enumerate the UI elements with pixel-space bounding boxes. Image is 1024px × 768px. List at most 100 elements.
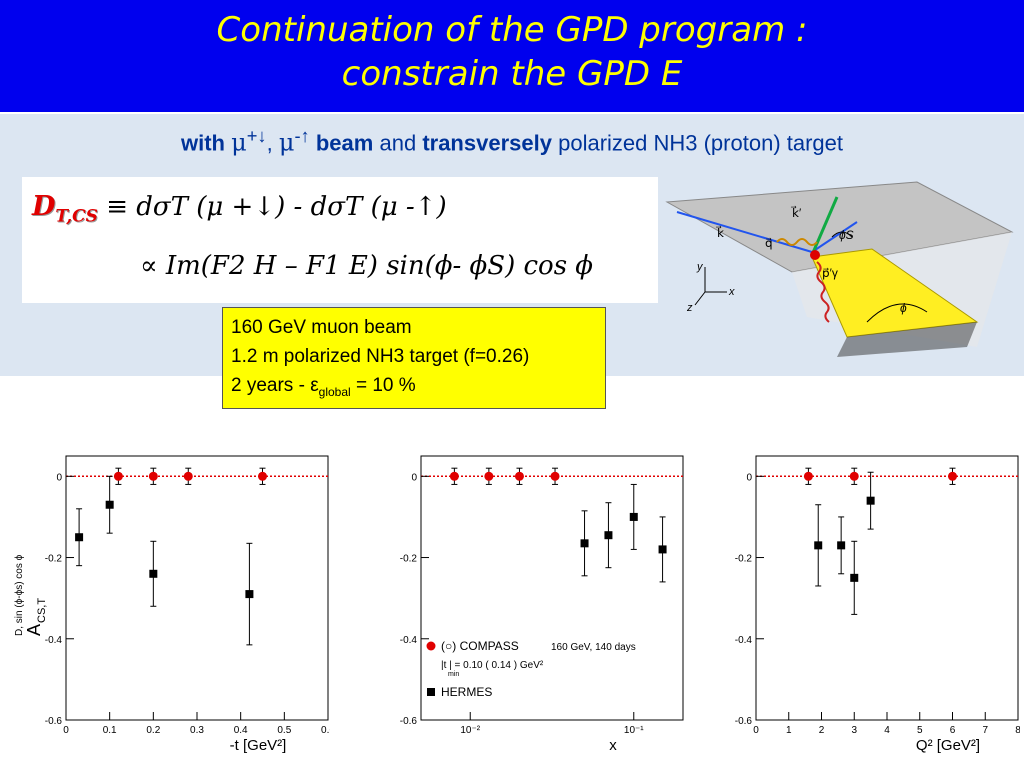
x-tick-label: 10⁻¹ — [624, 725, 644, 736]
compass-point — [948, 471, 957, 481]
y-tick-label: -0.2 — [400, 554, 418, 565]
info-line-3-sub: global — [318, 384, 351, 399]
hermes-point — [837, 541, 846, 550]
plot-frame — [755, 455, 1019, 721]
x-tick-label: 5 — [917, 725, 923, 736]
kinematics-diagram: k⃗ k⃗′ q⃗ p⃗′γ ϕS ϕ y x z — [665, 181, 1014, 357]
compass-point — [148, 471, 158, 481]
proton-vertex — [810, 250, 820, 260]
hermes-point — [245, 590, 254, 599]
hermes-point — [850, 573, 859, 582]
y-tick-label: -0.4 — [735, 635, 753, 646]
x-axis-label: Q² [GeV²] — [916, 737, 980, 754]
compass-point — [183, 471, 193, 481]
hermes-point — [580, 539, 589, 548]
legend-hermes-marker — [427, 688, 435, 696]
mu-minus: μ — [278, 128, 295, 157]
x-tick-label: 0.6 — [321, 725, 330, 736]
axis-z-label: z — [686, 302, 693, 314]
compass-point — [514, 471, 524, 481]
x-axis-label: x — [609, 737, 617, 754]
x-tick-label: 0.4 — [234, 725, 248, 736]
info-line-3-suffix: = 10 % — [350, 375, 416, 396]
subtitle-with: with — [180, 130, 225, 156]
kprime-label: k⃗′ — [791, 205, 802, 220]
legend-tmin: |t | = 0.10 ( 0.14 ) GeV² — [441, 660, 544, 671]
compass-point — [113, 471, 123, 481]
hermes-point — [658, 545, 667, 554]
x-tick-label: 0.1 — [103, 725, 117, 736]
subtitle-rest: polarized NH3 (proton) target — [558, 130, 844, 156]
compass-point — [484, 471, 494, 481]
y-tick-label: 0 — [746, 472, 752, 483]
phi-label: ϕ — [900, 301, 907, 315]
x-axis-label: -t [GeV²] — [230, 737, 287, 754]
x-tick-label: 0 — [63, 725, 69, 736]
spin-arrow — [810, 196, 839, 256]
mu-plus: μ — [231, 128, 247, 157]
phis-label: ϕS — [839, 228, 854, 242]
x-tick-label: 8 — [1015, 725, 1020, 736]
x-tick-label: 2 — [819, 725, 825, 736]
hermes-point — [866, 496, 875, 505]
y-axis-label-group: ACS,T D, sin (ϕ-ϕs) cos ϕ — [14, 554, 48, 636]
y-tick-label: 0 — [411, 472, 417, 483]
formula-box: DT,CS ≡ dσT (μ +↓) - dσT (μ -↑) ∝ Im(F2 … — [22, 177, 658, 303]
compass-point — [849, 471, 859, 481]
mu-plus-sup: +↓ — [246, 125, 267, 146]
info-line-1: 160 GeV muon beam — [231, 317, 412, 338]
axis-y-label: y — [696, 261, 704, 273]
formula-line-2: ∝ Im(F2 H – F1 E) sin(ϕ- ϕS) cos ϕ — [140, 251, 594, 281]
x-tick-label: 0 — [753, 725, 759, 736]
legend-compass-label: (○) COMPASS — [441, 639, 519, 653]
hadron-plane-shadow — [837, 322, 977, 357]
x-tick-label: 7 — [982, 725, 988, 736]
slide-title: Continuation of the GPD program : constr… — [0, 8, 1024, 96]
info-box: 160 GeV muon beam 1.2 m polarized NH3 ta… — [222, 307, 606, 409]
hermes-point — [105, 500, 114, 509]
y-tick-label: -0.4 — [400, 635, 418, 646]
x-tick-label: 0.5 — [277, 725, 291, 736]
title-line-1: Continuation of the GPD program : — [216, 10, 808, 50]
x-tick-label: 0.2 — [146, 725, 160, 736]
y-tick-label: 0 — [56, 472, 62, 483]
subtitle-and: and — [379, 130, 417, 156]
x-tick-label: 6 — [950, 725, 956, 736]
y-tick-label: -0.6 — [735, 716, 753, 727]
info-line-3: 2 years - εglobal = 10 % — [231, 371, 597, 407]
compass-point — [803, 471, 813, 481]
phi-arc — [866, 303, 928, 323]
legend-tmin-sub: min — [448, 671, 459, 678]
formula-line-1: DT,CS ≡ dσT (μ +↓) - dσT (μ -↑) — [32, 191, 447, 226]
hermes-point — [814, 541, 823, 550]
axis-x-label: x — [728, 286, 735, 298]
y-axis-label-sub: CS,T — [36, 598, 48, 623]
hermes-point — [149, 569, 158, 578]
y-tick-label: -0.6 — [400, 716, 418, 727]
hermes-point — [75, 533, 84, 542]
formula-d-label: DT,CS — [32, 191, 98, 226]
q-label: q⃗ — [765, 236, 773, 250]
info-line-3-prefix: 2 years - ε — [231, 375, 319, 396]
compass-point — [550, 471, 560, 481]
plot-vs-t: -0.6 -0.4 -0.2 0 0 0.1 0.2 0.3 0.4 0.5 0.6 -t [GeV²… — [14, 455, 330, 754]
title-bar: Continuation of the GPD program : constr… — [0, 0, 1024, 112]
title-line-2: constrain the GPD E — [341, 54, 683, 94]
x-tick-label: 3 — [851, 725, 857, 736]
y-tick-label: -0.4 — [45, 635, 63, 646]
subtitle-beam: beam — [315, 130, 374, 156]
x-tick-label: 0.3 — [190, 725, 204, 736]
hermes-point — [604, 531, 613, 540]
legend-compass-marker — [426, 641, 436, 651]
virtual-photon — [776, 238, 818, 246]
subtitle-comma: , — [266, 130, 273, 156]
legend-hermes-label: HERMES — [441, 685, 492, 699]
axis-z — [694, 291, 706, 306]
plot-frame — [65, 455, 329, 721]
plot-vs-x: -0.6 -0.4 -0.2 0 10⁻² 10⁻¹ x (○) COMPASS 160 GeV… — [400, 455, 684, 754]
real-photon — [816, 261, 830, 323]
compass-point — [258, 471, 267, 481]
d-subscript: T,CS — [55, 206, 98, 227]
p-label: p⃗′γ — [822, 266, 838, 280]
subtitle: with μ+↓, μ-↑ beam and transversely pola… — [0, 125, 1024, 156]
